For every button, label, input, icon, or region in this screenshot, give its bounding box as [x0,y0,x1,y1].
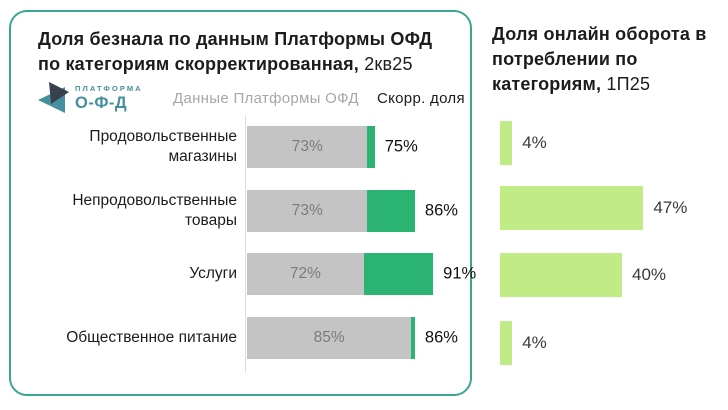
online-bar [500,321,513,365]
base-value-label: 73% [291,201,323,219]
category-label: Продовольственные магазины [89,128,237,165]
online-value-label: 40% [632,265,667,284]
category-label: Услуги [189,265,237,283]
bar-row: Услуги 72% 91% [11,253,476,295]
adjusted-value-label: 86% [424,328,458,346]
online-bar [500,253,622,297]
left-title-line2: по категориям скорректированная, 2кв25 [38,54,413,74]
platforma-ofd-logo: ПЛАТФОРМА О-Ф-Д [36,82,143,114]
bar-adjusted-segment [367,126,375,168]
online-value-label: 47% [653,198,688,217]
adjusted-value-label: 86% [424,201,458,219]
online-value-label: 4% [522,333,547,352]
right-title-period: 1П25 [601,74,651,94]
bar-row: Непродовольственные товары 73% 86% [11,189,470,232]
left-chart-axis-line [245,115,246,373]
right-title-line2: потреблении по [492,49,638,69]
right-chart-title: Доля онлайн оборота в потреблении по кат… [492,22,707,97]
base-value-label: 85% [313,328,345,346]
right-title-line3: категориям, 1П25 [492,74,651,94]
stacked-bar: 73% 86% [247,189,458,232]
platforma-ofd-logo-text: ПЛАТФОРМА О-Ф-Д [75,85,143,111]
online-bar [500,121,513,165]
left-title-line1: Доля безнала по данным Платформы ОФД [38,29,433,49]
base-value-label: 73% [291,138,323,155]
right-title-line1: Доля онлайн оборота в [492,24,707,44]
left-chart-title: Доля безнала по данным Платформы ОФД по … [38,27,432,77]
legend-base-series: Данные Платформы ОФД [173,90,359,107]
adjusted-value-label: 75% [384,137,418,156]
left-title-period: 2кв25 [359,54,413,74]
logo-text-top: ПЛАТФОРМА [75,84,143,93]
bar-base-segment: 72% [247,253,364,295]
cashless-share-panel: Доля безнала по данным Платформы ОФД по … [9,10,476,396]
stacked-bar: 85% 86% [247,316,458,359]
category-label: Непродовольственные товары [72,191,237,229]
logo-text-bottom: О-Ф-Д [75,93,128,112]
category-label: Общественное питание [66,328,237,346]
bar-base-segment: 73% [247,189,368,232]
stacked-bar: 72% 91% [247,253,476,295]
bar-row: Общественное питание 85% 86% [11,316,470,359]
platforma-ofd-logo-icon [38,82,69,113]
adjusted-value-label: 91% [443,264,477,283]
bar-adjusted-segment [411,316,415,359]
base-value-label: 72% [289,265,321,282]
bar-adjusted-segment [367,189,415,232]
legend-adjusted-series: Скорр. доля [377,90,465,107]
bar-adjusted-segment [363,253,434,295]
online-bar [500,186,644,230]
bar-base-segment: 73% [247,126,368,168]
bar-base-segment: 85% [247,316,412,359]
online-value-label: 4% [522,133,547,152]
bar-row: Продовольственные магазины 73% 75% [11,126,470,168]
stacked-bar: 73% 75% [247,126,418,168]
